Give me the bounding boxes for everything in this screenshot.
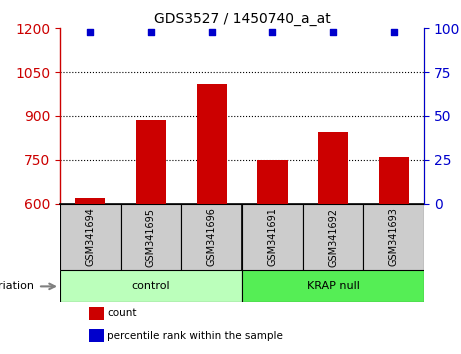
Text: KRAP null: KRAP null: [307, 281, 360, 291]
Text: control: control: [132, 281, 170, 291]
Bar: [89, 307, 104, 320]
Point: [87, 29, 94, 35]
Bar: [60, 204, 121, 270]
Bar: [181, 204, 242, 270]
Bar: [75, 198, 106, 204]
Text: GSM341692: GSM341692: [328, 207, 338, 267]
Text: GSM341691: GSM341691: [267, 207, 278, 267]
Bar: [196, 84, 227, 204]
Bar: [378, 157, 409, 204]
Bar: [257, 160, 288, 204]
Point: [329, 29, 337, 35]
Bar: [242, 204, 303, 270]
Bar: [89, 329, 104, 342]
Title: GDS3527 / 1450740_a_at: GDS3527 / 1450740_a_at: [154, 12, 331, 26]
Text: genotype/variation: genotype/variation: [0, 281, 35, 291]
Bar: [242, 270, 424, 302]
Point: [208, 29, 215, 35]
Bar: [60, 270, 242, 302]
Text: GSM341695: GSM341695: [146, 207, 156, 267]
Bar: [318, 132, 348, 204]
Point: [390, 29, 397, 35]
Text: GSM341693: GSM341693: [389, 207, 399, 267]
Text: GSM341694: GSM341694: [85, 207, 95, 267]
Point: [148, 29, 155, 35]
Text: percentile rank within the sample: percentile rank within the sample: [107, 331, 283, 341]
Bar: [303, 204, 363, 270]
Bar: [121, 204, 181, 270]
Point: [269, 29, 276, 35]
Bar: [363, 204, 424, 270]
Bar: [136, 120, 166, 204]
Text: GSM341696: GSM341696: [207, 207, 217, 267]
Text: count: count: [107, 308, 137, 319]
